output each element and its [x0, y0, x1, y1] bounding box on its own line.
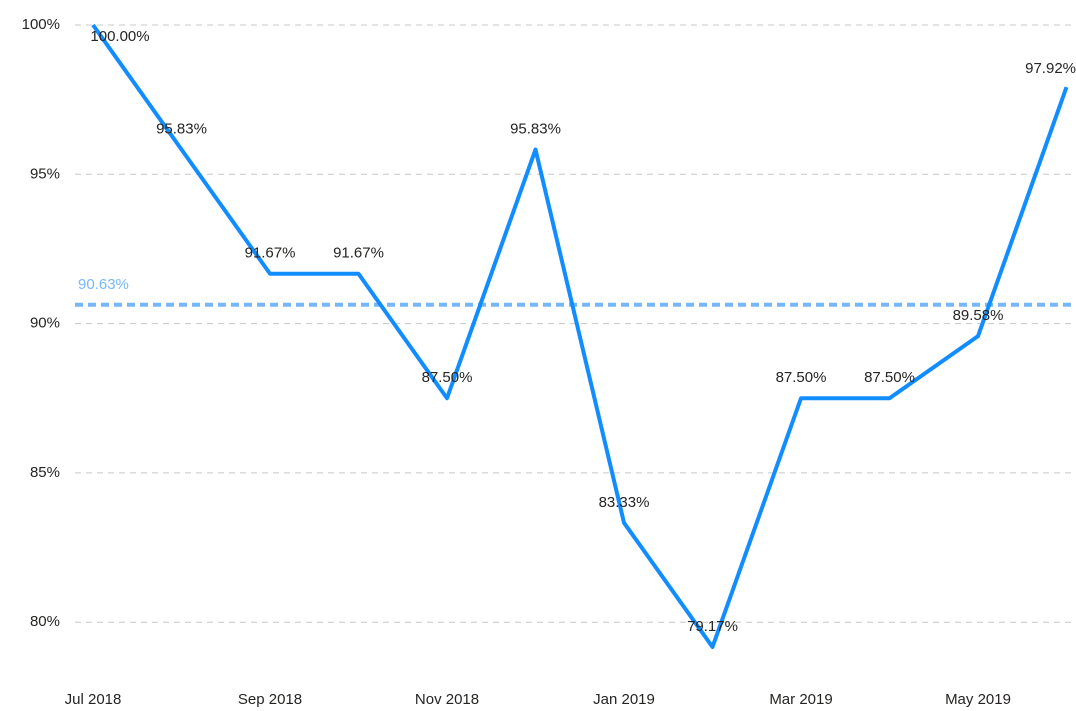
data-label: 79.17% — [687, 618, 738, 635]
reference-label: 90.63% — [78, 276, 129, 293]
data-label: 87.50% — [422, 369, 473, 386]
data-line — [91, 23, 1069, 650]
x-tick-label: Jan 2019 — [593, 691, 655, 708]
data-label: 89.58% — [953, 307, 1004, 324]
x-tick-label: Sep 2018 — [238, 691, 302, 708]
data-label: 100.00% — [90, 28, 149, 45]
x-tick-label: Jul 2018 — [65, 691, 122, 708]
y-tick-label: 100% — [22, 16, 60, 33]
data-label: 91.67% — [333, 245, 384, 262]
y-tick-label: 80% — [30, 613, 60, 630]
y-tick-label: 85% — [30, 464, 60, 481]
data-label: 87.50% — [864, 369, 915, 386]
data-label: 95.83% — [156, 120, 207, 137]
data-label: 95.83% — [510, 120, 561, 137]
data-label: 83.33% — [599, 494, 650, 511]
data-label: 87.50% — [776, 369, 827, 386]
data-label: 91.67% — [245, 245, 296, 262]
y-tick-label: 95% — [30, 165, 60, 182]
x-tick-label: Nov 2018 — [415, 691, 479, 708]
y-tick-label: 90% — [30, 315, 60, 332]
x-tick-label: Mar 2019 — [769, 691, 832, 708]
data-label: 97.92% — [1025, 60, 1076, 77]
x-tick-label: May 2019 — [945, 691, 1011, 708]
